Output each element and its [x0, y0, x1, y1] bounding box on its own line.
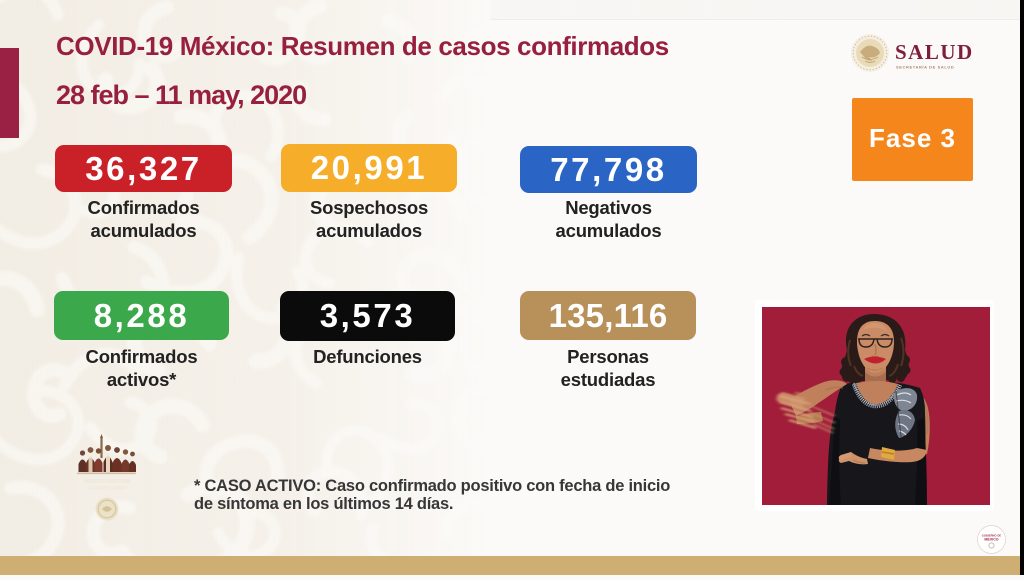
svg-text:GOBIERNO DE: GOBIERNO DE: [982, 534, 1002, 538]
svg-text:MÉXICO: MÉXICO: [984, 537, 998, 542]
